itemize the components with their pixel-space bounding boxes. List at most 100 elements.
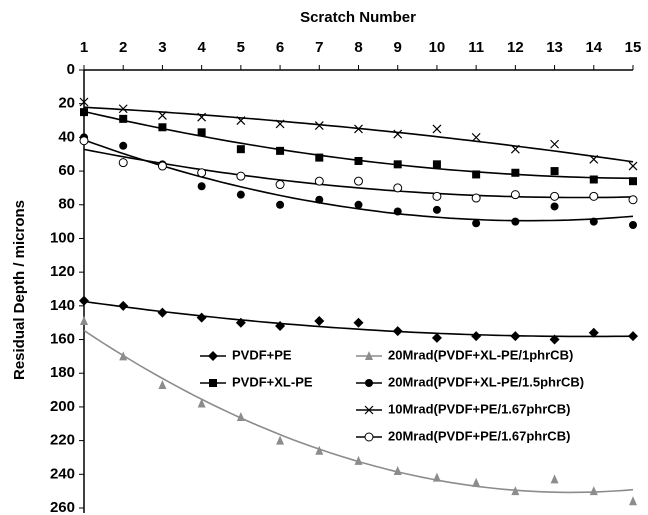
marker	[432, 191, 442, 201]
marker	[550, 191, 560, 201]
y-tick-label: 160	[50, 331, 75, 348]
marker	[354, 200, 363, 209]
marker	[588, 327, 599, 338]
marker	[80, 316, 88, 326]
marker	[472, 219, 481, 228]
y-tick-label: 0	[67, 61, 75, 78]
x-tick-label: 14	[585, 39, 602, 56]
marker	[314, 176, 324, 186]
marker	[119, 141, 128, 150]
marker	[471, 331, 482, 342]
marker	[79, 97, 89, 107]
y-tick-label: 260	[50, 499, 75, 515]
marker	[353, 317, 364, 328]
marker	[118, 300, 129, 311]
marker	[275, 119, 285, 129]
x-tick-label: 5	[237, 39, 245, 56]
series	[80, 133, 637, 229]
marker	[236, 412, 245, 422]
marker	[364, 432, 374, 442]
marker	[629, 177, 637, 186]
marker	[314, 121, 324, 131]
x-tick-label: 8	[354, 39, 362, 56]
marker	[550, 474, 559, 484]
series	[80, 108, 637, 186]
trendline	[83, 106, 634, 163]
trendline	[83, 300, 634, 338]
x-tick-label: 13	[546, 39, 563, 56]
marker	[275, 321, 286, 332]
marker	[550, 167, 559, 176]
marker	[276, 146, 285, 155]
marker	[550, 202, 559, 211]
series	[79, 97, 638, 171]
x-axis-title: Scratch Number	[300, 9, 416, 26]
marker	[589, 191, 599, 201]
marker	[511, 168, 520, 177]
marker	[354, 124, 363, 134]
x-tick-label: 3	[158, 39, 166, 56]
marker	[209, 379, 217, 387]
y-tick-label: 180	[50, 364, 75, 381]
marker	[628, 195, 638, 205]
legend-label: 20Mrad(PVDF+XL-PE/1.5phrCB)	[388, 374, 584, 389]
marker	[196, 312, 207, 323]
legend-label: PVDF+XL-PE	[232, 374, 313, 389]
marker	[393, 129, 403, 139]
marker	[393, 465, 402, 475]
marker	[157, 161, 167, 171]
marker	[354, 455, 363, 465]
marker	[236, 116, 246, 125]
marker	[628, 161, 638, 171]
marker	[589, 154, 599, 164]
marker	[589, 217, 598, 226]
marker	[158, 111, 167, 120]
marker	[197, 398, 206, 408]
series	[79, 295, 638, 345]
marker	[236, 145, 245, 154]
marker	[432, 205, 441, 214]
legend-label: PVDF+PE	[232, 347, 292, 362]
marker	[365, 379, 373, 387]
marker	[118, 158, 128, 168]
y-tick-label: 40	[58, 128, 75, 145]
marker	[119, 351, 128, 361]
marker	[472, 477, 481, 487]
marker	[197, 112, 207, 122]
x-tick-label: 7	[315, 39, 323, 56]
marker	[510, 144, 520, 154]
marker	[315, 445, 324, 455]
marker	[589, 486, 598, 496]
marker	[393, 160, 402, 169]
x-tick-label: 10	[429, 39, 446, 56]
marker	[79, 295, 89, 306]
legend-label: 20Mrad(PVDF+PE/1.67phrCB)	[388, 428, 570, 443]
marker	[80, 108, 88, 117]
marker	[364, 405, 374, 415]
marker	[393, 183, 403, 193]
x-tick-label: 1	[80, 39, 88, 56]
marker	[471, 132, 481, 142]
y-tick-label: 80	[58, 196, 75, 213]
marker	[511, 217, 520, 226]
x-tick-label: 12	[507, 39, 524, 56]
marker	[365, 351, 373, 360]
marker	[158, 123, 167, 132]
marker	[431, 332, 442, 343]
legend-label: 10Mrad(PVDF+PE/1.67phrCB)	[388, 401, 570, 416]
x-tick-label: 6	[276, 39, 284, 56]
marker	[236, 190, 245, 199]
marker	[392, 326, 403, 337]
marker	[197, 128, 206, 137]
y-tick-label: 20	[58, 95, 75, 112]
trendline	[83, 139, 634, 222]
marker	[157, 307, 168, 318]
marker	[550, 139, 559, 149]
y-tick-label: 140	[50, 297, 75, 314]
x-tick-label: 2	[119, 39, 127, 56]
marker	[432, 124, 442, 134]
marker	[208, 351, 218, 361]
marker	[275, 180, 285, 190]
marker	[472, 170, 481, 179]
y-axis-title: Residual Depth / microns	[11, 200, 28, 380]
